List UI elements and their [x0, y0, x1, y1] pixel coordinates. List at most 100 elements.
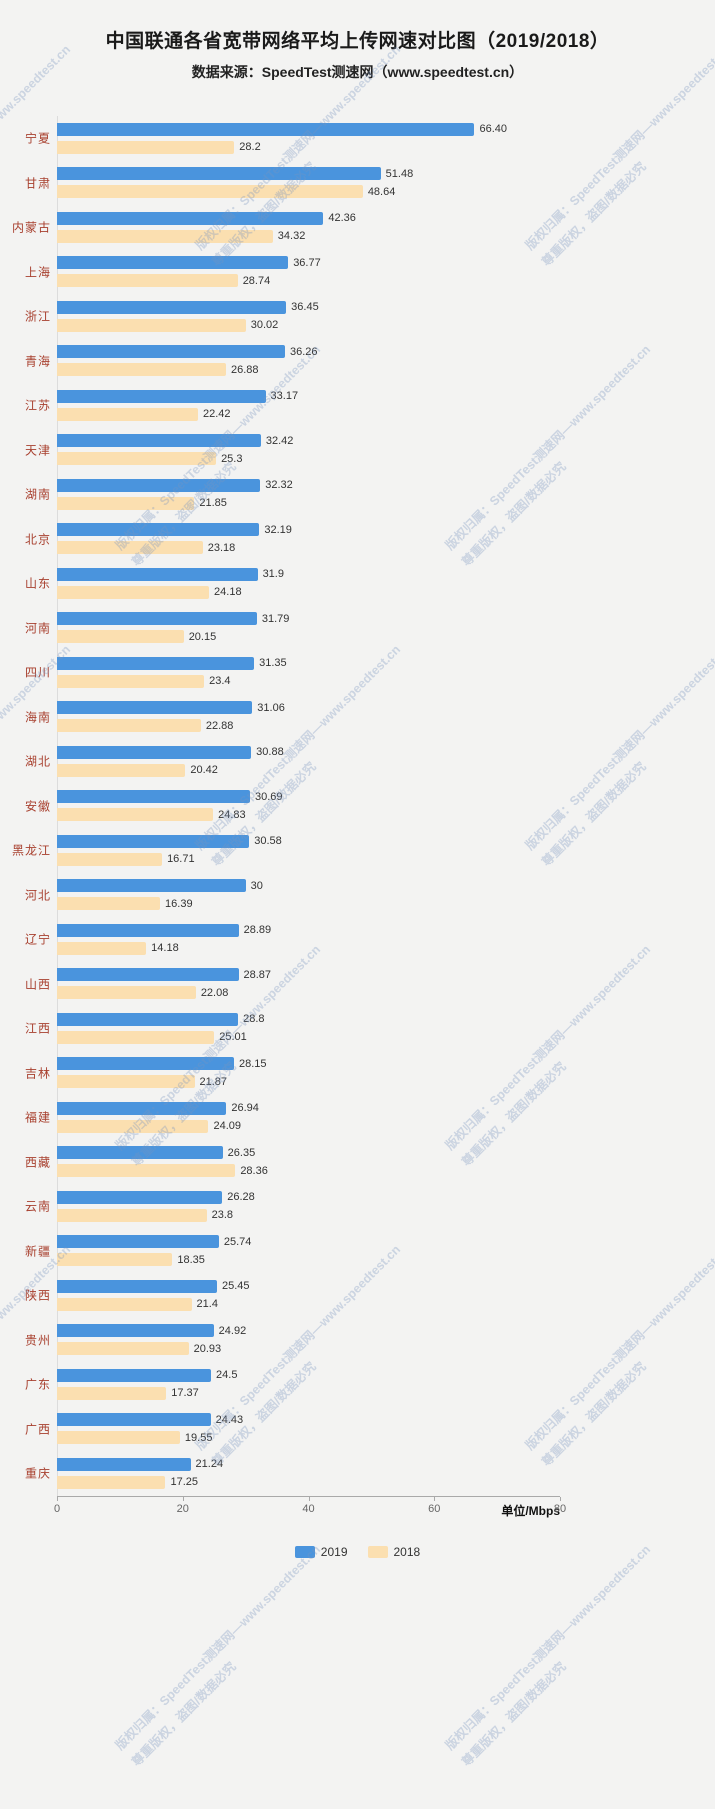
bar-2019 [57, 211, 324, 225]
value-label: 21.4 [196, 1298, 218, 1311]
bar-2018 [57, 1253, 173, 1267]
value-label: 32.19 [264, 523, 292, 536]
chart-row: 青海 36.26 26.88 [0, 339, 715, 384]
bar-2018 [57, 318, 246, 332]
bar-line-2018: 22.88 [57, 719, 715, 733]
bar-line-2018: 30.02 [57, 318, 715, 332]
bar-group: 36.26 26.88 [57, 339, 715, 384]
bar-line-2018: 24.18 [57, 585, 715, 599]
bar-line-2018: 28.2 [57, 140, 715, 154]
bar-group: 30.69 24.83 [57, 784, 715, 829]
category-label: 甘肃 [24, 176, 51, 191]
chart-row: 湖南 32.32 21.85 [0, 472, 715, 517]
bar-2019 [57, 879, 246, 893]
chart-row: 福建 26.94 24.09 [0, 1095, 715, 1140]
bar-group: 25.45 21.4 [57, 1273, 715, 1318]
chart-row: 四川 31.35 23.4 [0, 650, 715, 695]
value-label: 26.35 [227, 1146, 256, 1159]
value-label: 22.08 [200, 986, 229, 999]
value-label: 20.15 [188, 630, 217, 643]
bar-2018 [57, 1164, 236, 1178]
bar-group: 31.06 22.88 [57, 695, 715, 740]
chart-row: 山西 28.87 22.08 [0, 962, 715, 1007]
category-label: 山西 [24, 977, 51, 992]
bar-2019 [57, 1057, 234, 1071]
value-label: 21.24 [195, 1458, 224, 1471]
bar-group: 24.43 19.55 [57, 1407, 715, 1452]
category-label: 福建 [24, 1110, 51, 1125]
bar-group: 33.17 22.42 [57, 383, 715, 428]
bar-2019 [57, 1146, 223, 1160]
chart-row: 陕西 25.45 21.4 [0, 1273, 715, 1318]
bar-line-2018: 22.42 [57, 407, 715, 421]
value-label: 24.83 [218, 808, 246, 821]
bar-line-2018: 17.25 [57, 1475, 715, 1489]
chart-row: 吉林 28.15 21.87 [0, 1051, 715, 1096]
category-label: 贵州 [24, 1333, 51, 1348]
chart-row: 广东 24.5 17.37 [0, 1362, 715, 1407]
bar-line-2019: 26.35 [57, 1146, 715, 1160]
bar-2018 [57, 1386, 167, 1400]
chart-row: 上海 36.77 28.74 [0, 250, 715, 295]
value-label: 30 [250, 879, 263, 892]
value-label: 16.71 [167, 853, 195, 866]
value-label: 28.74 [242, 274, 271, 287]
category-label: 山东 [24, 576, 51, 591]
bar-2019 [57, 968, 239, 982]
bar-line-2019: 42.36 [57, 211, 715, 225]
bar-line-2018: 25.01 [57, 1030, 715, 1044]
bar-2019 [57, 656, 255, 670]
bar-2019 [57, 345, 285, 359]
x-tick-label: 40 [302, 1502, 315, 1515]
value-label: 31.35 [259, 657, 287, 670]
legend: 2019 2018 [0, 1545, 715, 1559]
bar-line-2018: 16.71 [57, 852, 715, 866]
bar-line-2019: 30.58 [57, 834, 715, 848]
bar-line-2018: 23.18 [57, 541, 715, 555]
value-label: 42.36 [328, 212, 356, 225]
category-label: 内蒙古 [11, 220, 51, 235]
value-label: 25.3 [221, 452, 243, 465]
bar-line-2018: 34.32 [57, 229, 715, 243]
bar-group: 31.9 24.18 [57, 561, 715, 606]
bar-line-2019: 30.69 [57, 790, 715, 804]
chart-row: 湖北 30.88 20.42 [0, 739, 715, 784]
category-label: 广西 [24, 1422, 51, 1437]
value-label: 25.45 [222, 1280, 250, 1293]
bar-group: 28.89 14.18 [57, 917, 715, 962]
bar-line-2018: 19.55 [57, 1431, 715, 1445]
value-label: 36.45 [291, 301, 319, 314]
value-label: 24.92 [218, 1324, 247, 1337]
bar-line-2019: 36.26 [57, 345, 715, 359]
bar-line-2018: 28.36 [57, 1164, 715, 1178]
value-label: 20.93 [193, 1342, 222, 1355]
bar-2018 [57, 763, 186, 777]
bar-2018 [57, 674, 205, 688]
bar-line-2019: 24.92 [57, 1324, 715, 1338]
chart-row: 河北 30 16.39 [0, 873, 715, 918]
value-label: 51.48 [385, 167, 414, 180]
bar-line-2019: 24.5 [57, 1368, 715, 1382]
x-tick-mark [57, 1496, 58, 1501]
x-axis: 0 20 40 60 80 [54, 1495, 566, 1518]
bar-line-2019: 30 [57, 879, 715, 893]
chart-row: 江西 28.8 25.01 [0, 1006, 715, 1051]
bar-group: 30.88 20.42 [57, 739, 715, 784]
bar-group: 28.8 25.01 [57, 1006, 715, 1051]
value-label: 36.26 [289, 345, 318, 358]
bar-2019 [57, 834, 250, 848]
bar-2019 [57, 1012, 239, 1026]
bar-2019 [57, 1279, 218, 1293]
bar-2018 [57, 229, 273, 243]
chart-row: 广西 24.43 19.55 [0, 1407, 715, 1452]
category-label: 河南 [24, 621, 51, 636]
bar-2018 [57, 585, 210, 599]
value-label: 24.5 [216, 1369, 238, 1382]
value-label: 18.35 [177, 1253, 205, 1266]
bar-line-2019: 24.43 [57, 1413, 715, 1427]
bar-2019 [57, 1101, 227, 1115]
chart-title: 中国联通各省宽带网络平均上传网速对比图（2019/2018） [105, 31, 610, 52]
bar-2018 [57, 452, 217, 466]
